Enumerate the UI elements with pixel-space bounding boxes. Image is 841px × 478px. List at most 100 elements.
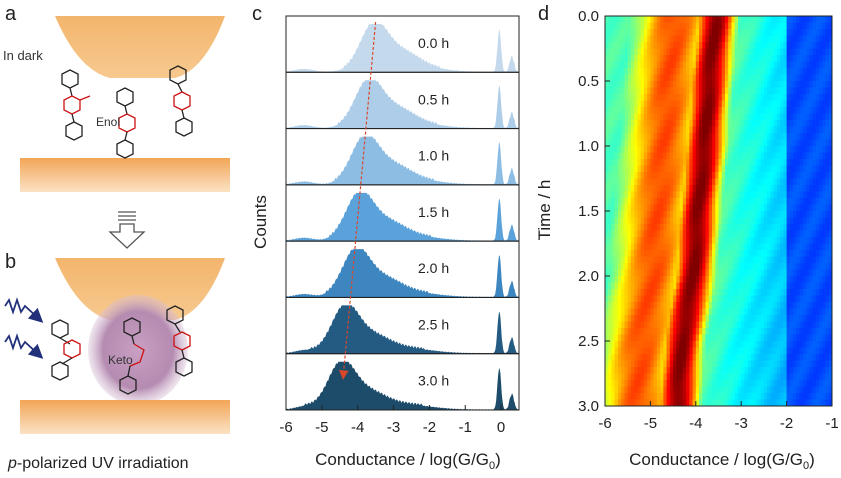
histogram-x-tick-label: -3 [387, 419, 400, 436]
heatmap-cell [734, 191, 739, 199]
heatmap-cell [789, 133, 794, 141]
heatmap-cell [608, 302, 612, 310]
heatmap-cell [767, 81, 771, 89]
heatmap-cell [802, 159, 807, 167]
heatmap-cell [757, 347, 762, 355]
heatmap-cell [656, 172, 661, 180]
heatmap-cell [750, 380, 755, 388]
heatmap-cell [637, 204, 642, 212]
heatmap-cell [747, 61, 752, 69]
heatmap-cell [650, 87, 655, 95]
heatmap-cell [806, 308, 810, 316]
heatmap-cell [647, 48, 651, 56]
heatmap-cell [660, 191, 664, 199]
heatmap-cell [702, 237, 707, 245]
heatmap-cell [725, 22, 729, 30]
heatmap-cell [783, 55, 788, 63]
heatmap-cell [640, 81, 645, 89]
heatmap-cell [744, 282, 749, 290]
heatmap-cell [793, 328, 797, 336]
heatmap-cell [786, 380, 791, 388]
heatmap-cell [621, 237, 625, 245]
heatmap-cell [708, 230, 713, 238]
heatmap-cell [618, 152, 622, 160]
heatmap-cell [692, 178, 697, 186]
heatmap-cell [605, 74, 609, 82]
heatmap-cell [656, 367, 661, 375]
heatmap-cell [715, 126, 720, 134]
heatmap-cell [741, 282, 745, 290]
heatmap-cell [712, 22, 716, 30]
heatmap-cell [682, 120, 687, 128]
heatmap-cell [676, 152, 681, 160]
heatmap-cell [721, 334, 726, 342]
heatmap-cell [627, 276, 632, 284]
heatmap-cell [666, 380, 671, 388]
heatmap-cell [692, 35, 697, 43]
heatmap-cell [750, 263, 755, 271]
heatmap-cell [660, 347, 664, 355]
heatmap-cell [767, 315, 771, 323]
heatmap-cell [663, 243, 668, 251]
heatmap-cell [750, 146, 755, 154]
heatmap-cell [673, 321, 677, 329]
heatmap-cell [673, 55, 677, 63]
heatmap-cell [819, 22, 823, 30]
heatmap-cell [689, 386, 694, 394]
heatmap-cell [686, 256, 690, 264]
heatmap-cell [682, 68, 687, 76]
heatmap-cell [757, 373, 762, 381]
heatmap-cell [650, 120, 655, 128]
heatmap-cell [770, 139, 775, 147]
heatmap-cell [618, 100, 622, 108]
heatmap-cell [828, 289, 832, 297]
heatmap-cell [721, 74, 726, 82]
heatmap-cell [637, 360, 642, 368]
heatmap-cell [802, 146, 807, 154]
heatmap-cell [673, 133, 677, 141]
heatmap-cell [786, 87, 791, 95]
heatmap-cell [741, 243, 745, 251]
heatmap-cell [786, 295, 791, 303]
heatmap-cell [822, 243, 827, 251]
heatmap-cell [692, 321, 697, 329]
heatmap-cell [673, 107, 677, 115]
heatmap-y-tick-label: 0.5 [578, 73, 599, 90]
heatmap-cell [614, 367, 619, 375]
heatmap-cell [630, 22, 635, 30]
heatmap-cell [699, 295, 703, 303]
heatmap-cell [796, 282, 801, 290]
heatmap-cell [637, 217, 642, 225]
heatmap-cell [689, 341, 694, 349]
heatmap-cell [702, 74, 707, 82]
heatmap-cell [689, 133, 694, 141]
heatmap-cell [822, 185, 827, 193]
heatmap-cell [770, 48, 775, 56]
heatmap-cell [828, 35, 832, 43]
heatmap-cell [699, 341, 703, 349]
heatmap-cell [640, 243, 645, 251]
heatmap-cell [728, 230, 732, 238]
heatmap-cell [653, 16, 658, 24]
heatmap-cell [757, 263, 762, 271]
heatmap-cell [611, 360, 616, 368]
heatmap-cell [673, 250, 677, 258]
heatmap-cell [608, 399, 612, 406]
heatmap-cell [822, 94, 827, 102]
histogram-x-label-text: Conductance / log(G/G [315, 450, 489, 469]
heatmap-cell [744, 146, 749, 154]
heatmap-cell [731, 380, 736, 388]
heatmap-cell [754, 87, 758, 95]
heatmap-cell [789, 87, 794, 95]
heatmap-cell [695, 22, 700, 30]
heatmap-cell [653, 373, 658, 381]
heatmap-cell [695, 152, 700, 160]
heatmap-cell [715, 120, 720, 128]
heatmap-cell [725, 107, 729, 115]
heatmap-cell [806, 217, 810, 225]
heatmap-cell [750, 68, 755, 76]
heatmap-y-tick-label: 2.0 [578, 268, 599, 285]
heatmap-cell [614, 68, 619, 76]
heatmap-cell [624, 282, 629, 290]
heatmap-cell [702, 42, 707, 50]
